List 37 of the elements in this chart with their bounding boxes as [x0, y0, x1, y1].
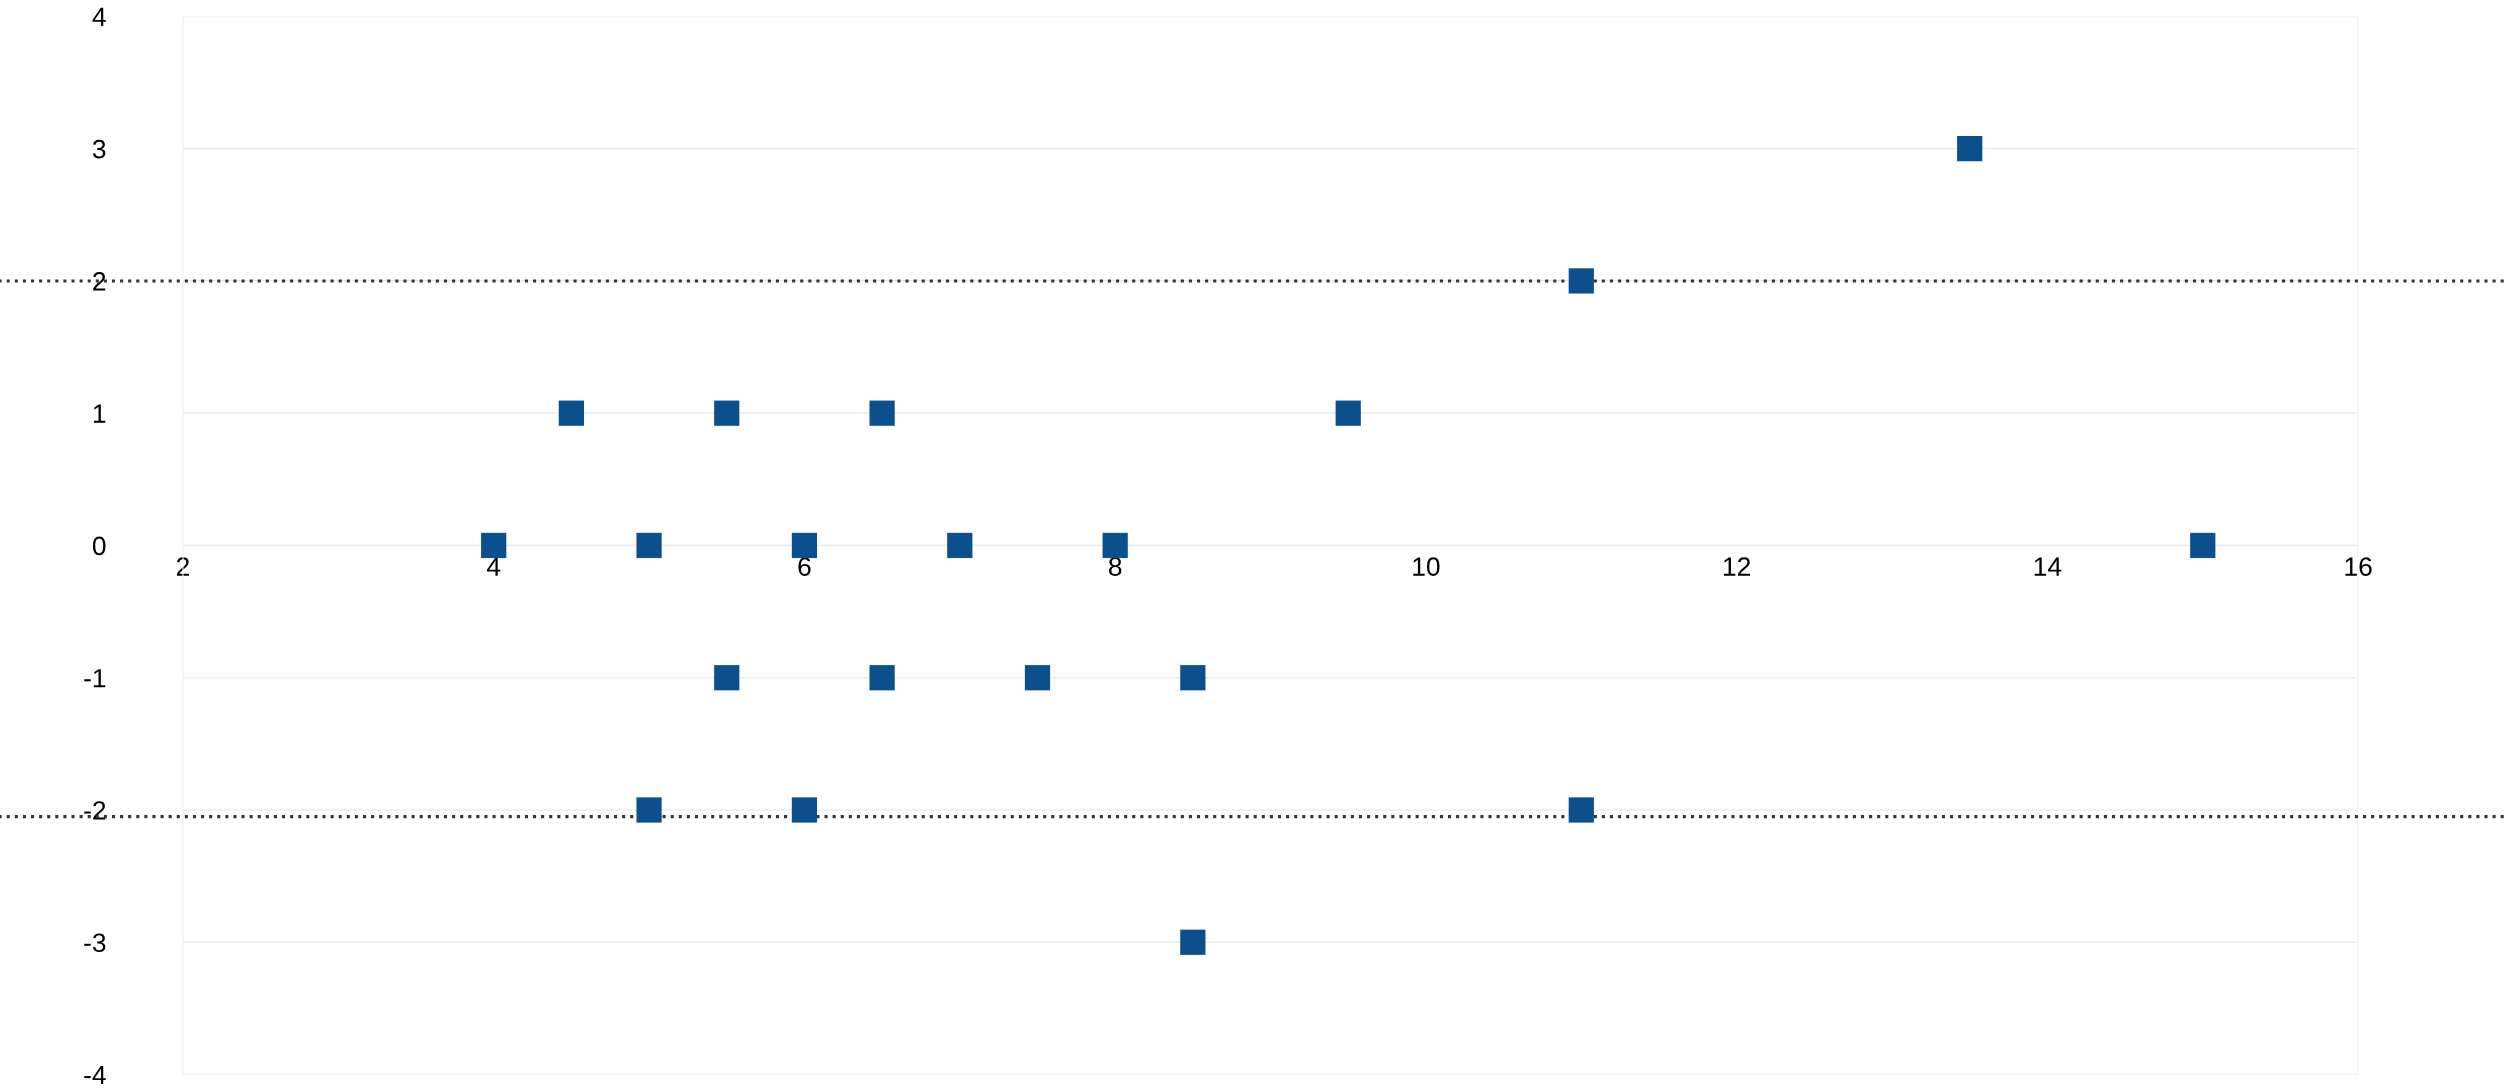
point — [1335, 400, 1361, 426]
point — [1180, 929, 1206, 955]
point — [558, 400, 584, 426]
x-tick-label: 2 — [176, 557, 189, 576]
point — [481, 532, 507, 559]
point — [1024, 665, 1051, 691]
point — [714, 665, 740, 691]
point — [2190, 532, 2216, 559]
point — [791, 532, 818, 559]
x-tick-label: 16 — [2345, 557, 2372, 576]
x-tick-label: 4 — [486, 557, 501, 576]
y-tick-label: 2 — [93, 272, 106, 291]
y-tick-label: -1 — [84, 669, 106, 688]
point — [947, 532, 973, 559]
point — [1957, 136, 1983, 162]
y-tick-label: -2 — [84, 801, 106, 820]
y-tick-label: -4 — [84, 1065, 106, 1085]
x-tick-label: 10 — [1413, 557, 1440, 576]
point — [791, 797, 818, 823]
y-tick-label: 1 — [93, 404, 106, 423]
x-tick-label: 12 — [1724, 557, 1751, 576]
point — [1568, 797, 1594, 823]
x-tick-label: 6 — [798, 557, 811, 576]
point — [1180, 665, 1206, 691]
point — [636, 797, 662, 823]
x-tick-label: 14 — [2034, 557, 2062, 576]
x-tick-label: 8 — [1108, 557, 1122, 576]
point — [869, 665, 895, 691]
point — [1568, 268, 1594, 294]
y-tick-label: 3 — [92, 139, 106, 159]
point — [869, 400, 895, 426]
point — [636, 532, 662, 559]
point — [1102, 532, 1128, 559]
point — [714, 400, 740, 426]
y-tick-label: 0 — [92, 536, 106, 556]
y-tick-label: -3 — [84, 933, 106, 953]
y-tick-label: 4 — [92, 7, 106, 26]
